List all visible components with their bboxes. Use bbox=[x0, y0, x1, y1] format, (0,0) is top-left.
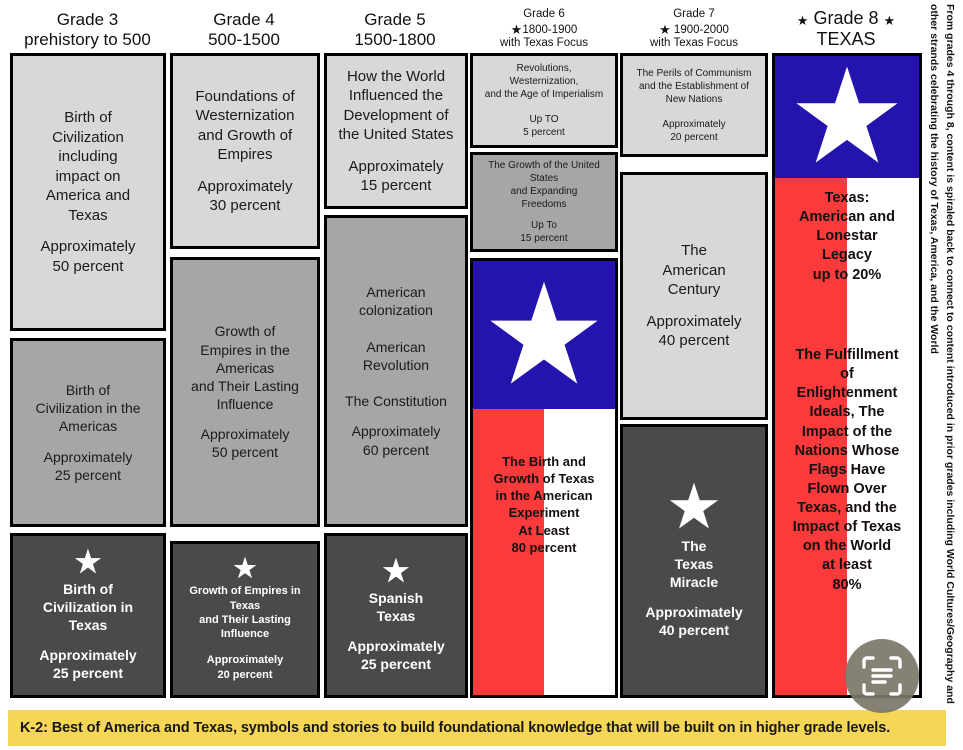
star-icon: ★ bbox=[796, 13, 809, 28]
k2-banner: K-2: Best of America and Texas, symbols … bbox=[8, 710, 946, 746]
flag-red-stripe bbox=[473, 409, 544, 695]
topic-box: Growth of Empires in the Americas and Their… bbox=[170, 257, 320, 527]
flag-blue-field: ★ bbox=[775, 53, 919, 191]
grade-label: Grade 8 bbox=[813, 8, 879, 28]
grade-focus: with Texas Focus bbox=[650, 37, 738, 50]
topic-amount: Approximately 50 percent bbox=[200, 426, 290, 461]
topic-title: The Birth and Growth of Texas in the Ameri… bbox=[493, 454, 595, 521]
topic-title: Growth of Empires in the Americas and Their… bbox=[191, 323, 299, 413]
topic-title: Birth of Civilization in the Americas bbox=[35, 382, 141, 435]
column-header-grade-7: Grade 7 ★ 1900-2000 with Texas Focus bbox=[620, 8, 768, 51]
topic-box: Birth of Civilization including impact on Am… bbox=[10, 53, 166, 331]
topic-title: Revolutions, Westernization, and the Age o… bbox=[484, 63, 604, 100]
topic-box-texas: ★ The Texas Miracle Approximately 40 percen… bbox=[620, 424, 768, 698]
flag-stripes bbox=[775, 178, 919, 695]
star-icon: ★ bbox=[659, 21, 671, 37]
topic-box: The Growth of the United States and Expand… bbox=[470, 152, 618, 252]
grade-range: 1500-1800 bbox=[354, 30, 436, 50]
flag-caption: The Birth and Growth of Texas in the Ameri… bbox=[473, 453, 615, 556]
star-icon: ★ bbox=[787, 53, 907, 191]
topic-amount: Approximately 30 percent bbox=[197, 177, 293, 215]
grade-label: Grade 6 bbox=[523, 8, 565, 20]
topic-amount: Approximately 20 percent bbox=[662, 118, 726, 143]
column-header-grade-4: Grade 4 500-1500 bbox=[168, 10, 320, 50]
flag-white-stripe bbox=[847, 178, 919, 695]
topic-title: How the World Influenced the Development o… bbox=[338, 67, 454, 144]
topic-title: The American Century bbox=[662, 242, 726, 299]
topic-amount: at least 80% bbox=[822, 557, 872, 593]
grade-focus: with Texas Focus bbox=[500, 37, 588, 50]
topic-box: The Perils of Communism and the Establish… bbox=[620, 53, 768, 157]
topic-title: The Texas Miracle bbox=[669, 537, 719, 591]
topic-amount: Up TO 5 percent bbox=[523, 114, 565, 138]
topic-amount: At Least 80 percent bbox=[511, 522, 577, 555]
k2-banner-text: K-2: Best of America and Texas, symbols … bbox=[20, 720, 891, 736]
star-icon: ★ bbox=[668, 475, 720, 539]
star-icon: ★ bbox=[510, 21, 523, 37]
topic-box: The American Century Approximately 40 perce… bbox=[620, 172, 768, 420]
topic-amount: Approximately 60 percent bbox=[351, 423, 441, 458]
grade-range: 1800-1900 bbox=[522, 23, 578, 36]
grade-label: Grade 3 bbox=[56, 10, 119, 29]
topic-box-texas: ★ Spanish Texas Approximately 25 percent bbox=[324, 533, 468, 698]
flag-white-stripe bbox=[544, 409, 615, 695]
flag-caption-secondary: The Fulfillment of Enlightenment Ideals, Th… bbox=[775, 346, 919, 595]
topic-title: Texas: American and Lonestar Legacy up to 20… bbox=[799, 190, 895, 283]
grade-label: Grade 5 bbox=[364, 10, 426, 29]
topic-box: How the World Influenced the Development o… bbox=[324, 53, 468, 209]
topic-title: The Growth of the United States and Expand… bbox=[488, 160, 600, 210]
grade-range: 500-1500 bbox=[208, 30, 280, 50]
topic-title: American colonization American Revolution Th… bbox=[345, 284, 447, 410]
grade-range: prehistory to 500 bbox=[24, 30, 151, 50]
topic-amount: Approximately 20 percent bbox=[206, 654, 284, 681]
side-note: From grades 4 through 8, content is spir… bbox=[927, 0, 963, 712]
topic-title: The Perils of Communism and the Establish… bbox=[636, 67, 752, 105]
star-icon: ★ bbox=[883, 13, 896, 28]
topic-title: Spanish Texas bbox=[368, 589, 424, 624]
topic-box: Birth of Civilization in the Americas Appr… bbox=[10, 338, 166, 527]
topic-amount: Approximately 25 percent bbox=[43, 448, 133, 483]
grade-label: Grade 4 bbox=[213, 10, 275, 29]
topic-amount: Approximately 40 percent bbox=[646, 312, 742, 350]
topic-amount: Approximately 25 percent bbox=[347, 638, 445, 673]
topic-amount: Approximately 40 percent bbox=[645, 604, 743, 639]
topic-box: Revolutions, Westernization, and the Age o… bbox=[470, 53, 618, 148]
texas-flag-box-grade-6: ★ The Birth and Growth of Texas in the Ame… bbox=[470, 258, 618, 698]
topic-box-texas: ★ Growth of Empires in Texas and Their Las… bbox=[170, 541, 320, 698]
star-icon: ★ bbox=[233, 552, 257, 583]
topic-amount: Approximately 15 percent bbox=[348, 157, 444, 195]
topic-amount: Approximately 50 percent bbox=[40, 238, 136, 275]
topic-title: Foundations of Westernization and Growth o… bbox=[195, 87, 295, 164]
star-icon: ★ bbox=[481, 258, 607, 413]
column-header-grade-3: Grade 3 prehistory to 500 bbox=[10, 10, 165, 50]
topic-title-2: The Fulfillment of Enlightenment Ideals, Th… bbox=[792, 347, 902, 555]
column-header-grade-6: Grade 6 ★1800-1900 with Texas Focus bbox=[470, 8, 618, 51]
topic-amount: Approximately 25 percent bbox=[39, 647, 137, 682]
texas-flag-box-grade-8: ★ Texas: American and Lonestar Legacy up to … bbox=[772, 53, 922, 698]
side-note-text: From grades 4 through 8, content is spir… bbox=[928, 4, 956, 704]
document-scan-icon bbox=[845, 639, 919, 713]
flag-caption-primary: Texas: American and Lonestar Legacy up to 20… bbox=[775, 189, 919, 285]
flag-red-stripe bbox=[775, 178, 847, 695]
flag-stripes bbox=[473, 409, 615, 695]
star-icon: ★ bbox=[74, 545, 102, 579]
topic-box: Foundations of Westernization and Growth o… bbox=[170, 53, 320, 249]
column-header-grade-5: Grade 5 1500-1800 bbox=[322, 10, 468, 50]
grade-range: 1900-2000 bbox=[673, 23, 729, 36]
star-icon: ★ bbox=[382, 554, 410, 588]
topic-title: Growth of Empires in Texas and Their Lasti… bbox=[189, 585, 301, 641]
grade-label: Grade 7 bbox=[673, 8, 715, 20]
topic-title: Birth of Civilization including impact on Am… bbox=[45, 109, 131, 224]
topic-title: Birth of Civilization in Texas bbox=[42, 580, 134, 633]
topic-box: American colonization American Revolution Th… bbox=[324, 215, 468, 527]
topic-box-texas: ★ Birth of Civilization in Texas Approxima… bbox=[10, 533, 166, 698]
flag-blue-field: ★ bbox=[473, 261, 615, 409]
topic-amount: Up To 15 percent bbox=[520, 220, 568, 244]
